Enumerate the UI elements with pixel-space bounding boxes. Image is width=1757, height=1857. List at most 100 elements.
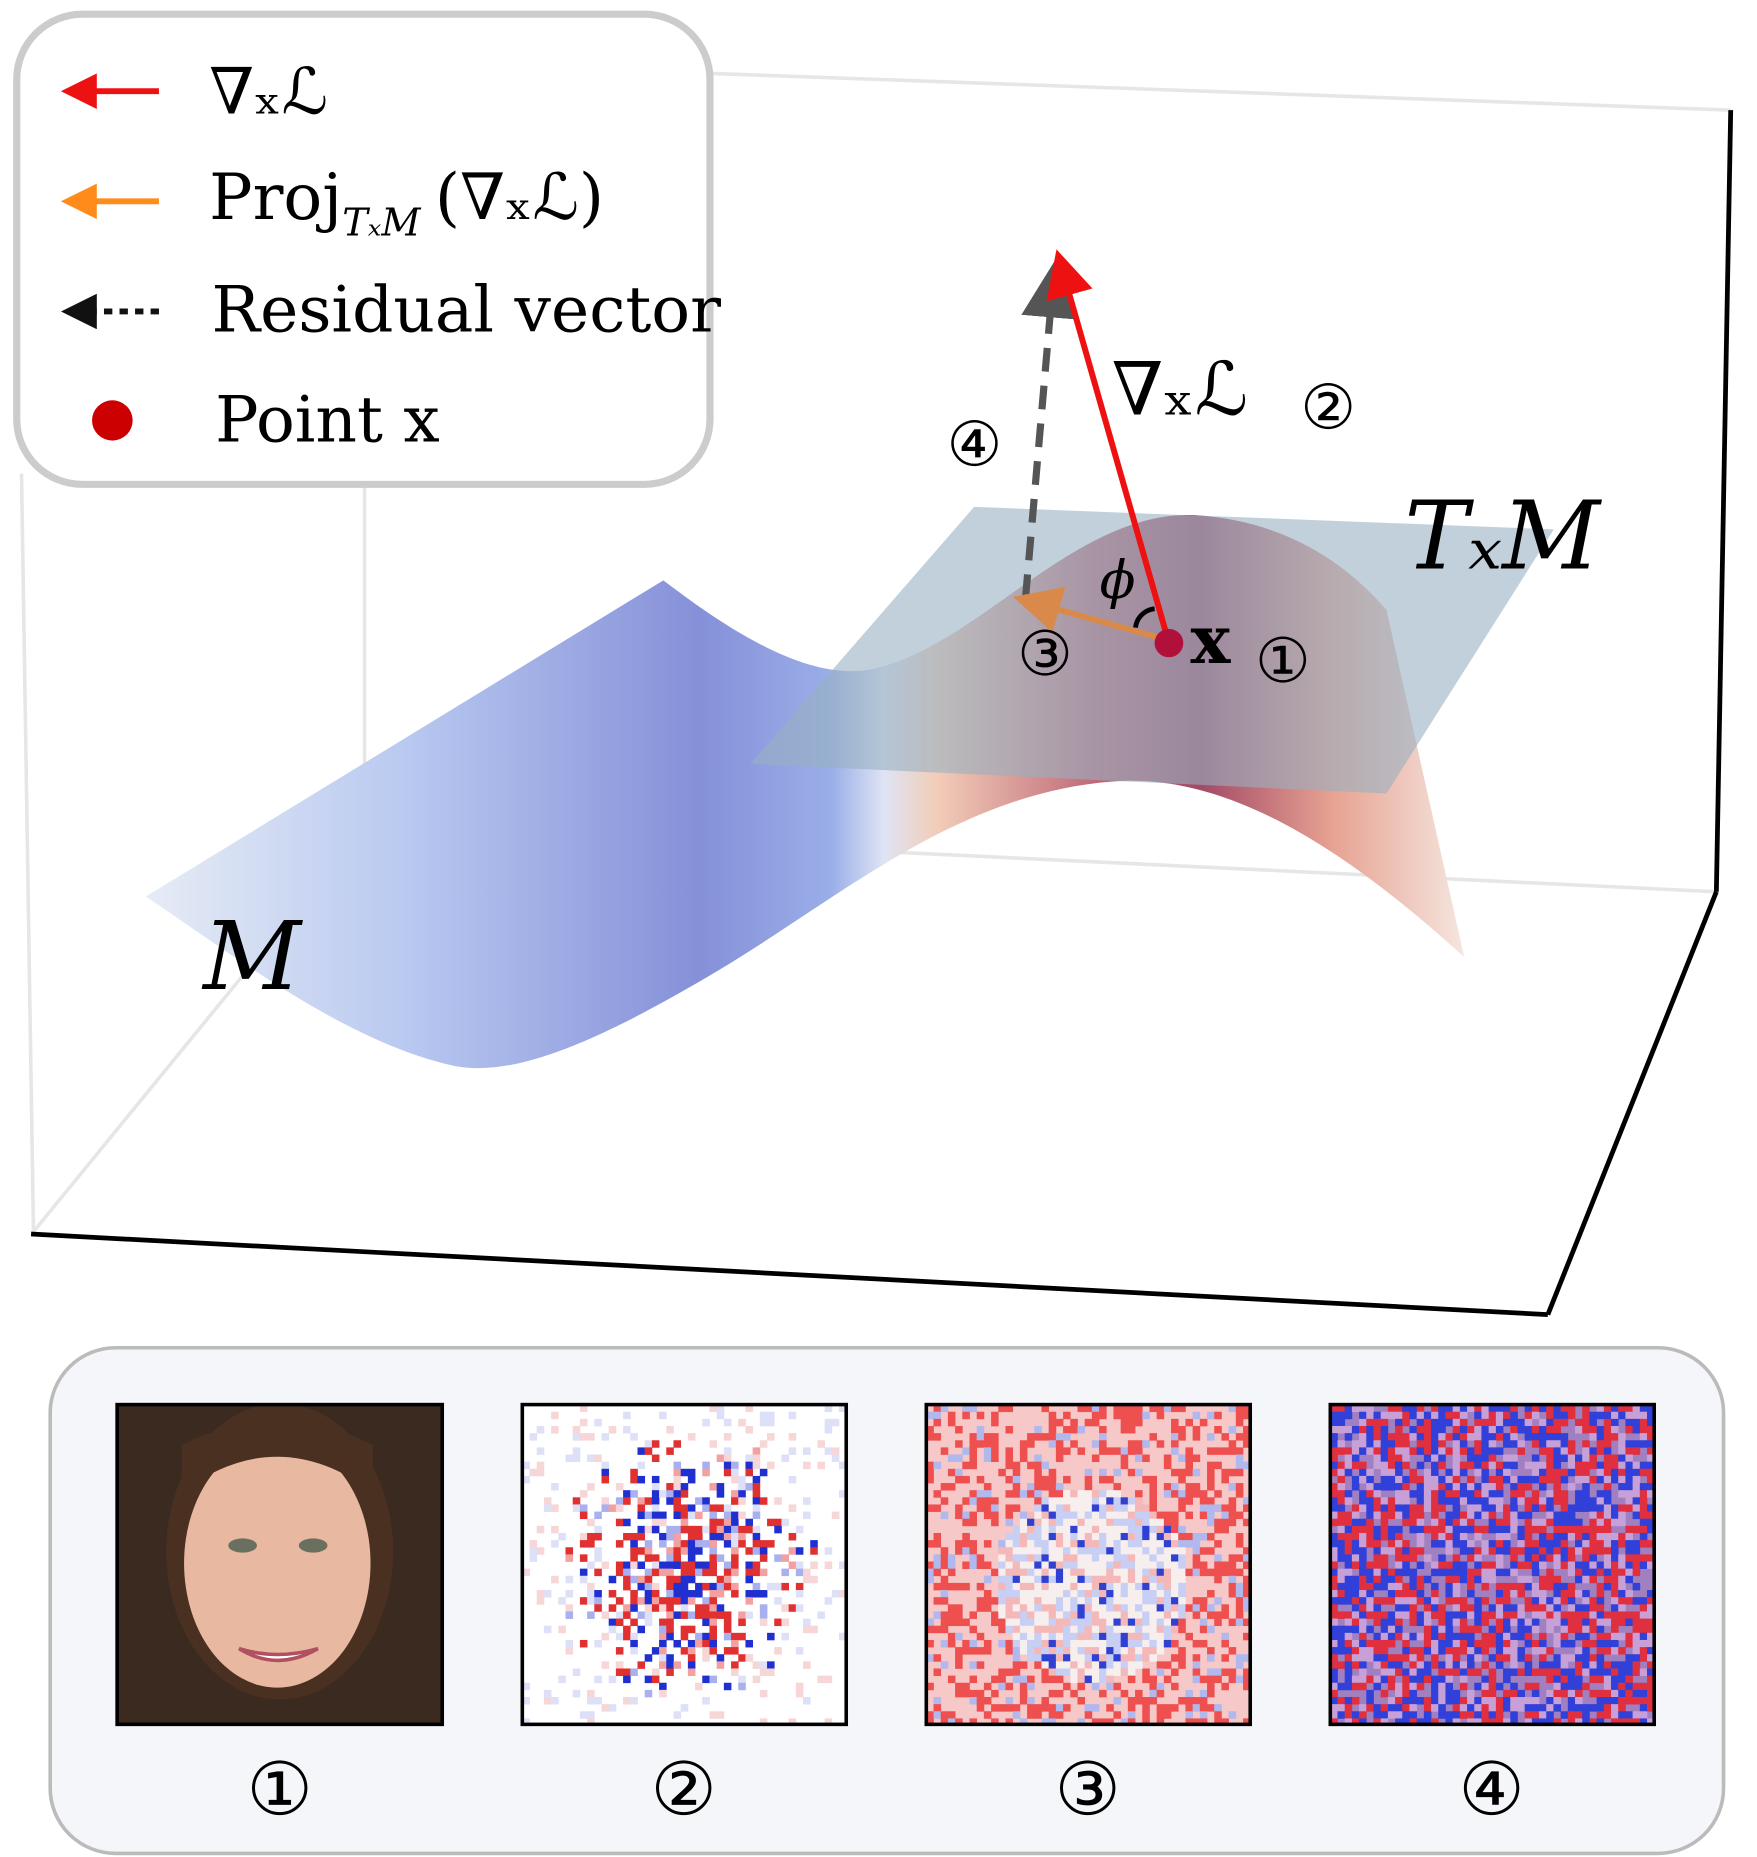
- noise-pixel: [1380, 1547, 1389, 1555]
- noise-pixel: [1539, 1661, 1547, 1669]
- noise-pixel: [651, 1504, 660, 1512]
- noise-pixel: [788, 1447, 797, 1455]
- noise-pixel: [1452, 1504, 1461, 1512]
- noise-pixel: [1481, 1661, 1490, 1669]
- noise-pixel: [709, 1525, 718, 1534]
- noise-pixel: [601, 1561, 610, 1569]
- noise-pixel: [1330, 1554, 1338, 1562]
- noise-pixel: [1373, 1447, 1382, 1455]
- noise-pixel: [1575, 1654, 1583, 1662]
- noise-pixel: [1560, 1440, 1569, 1448]
- noise-pixel: [1524, 1575, 1533, 1584]
- noise-pixel: [1077, 1582, 1086, 1591]
- noise-pixel: [1063, 1497, 1071, 1505]
- noise-pixel: [666, 1582, 674, 1591]
- noise-pixel: [1120, 1554, 1129, 1562]
- noise-pixel: [687, 1525, 696, 1534]
- noise-pixel: [976, 1697, 985, 1705]
- noise-pixel: [1611, 1532, 1619, 1541]
- noise-pixel: [1567, 1483, 1576, 1491]
- noise-pixel: [1330, 1411, 1338, 1420]
- noise-pixel: [1438, 1540, 1446, 1548]
- noise-pixel: [1099, 1540, 1107, 1548]
- noise-pixel: [1199, 1718, 1208, 1726]
- noise-pixel: [1481, 1611, 1490, 1619]
- noise-pixel: [1099, 1404, 1107, 1413]
- noise-pixel: [623, 1675, 631, 1684]
- noise-pixel: [1438, 1554, 1446, 1562]
- noise-pixel: [1366, 1468, 1374, 1477]
- noise-pixel: [1431, 1454, 1439, 1463]
- noise-pixel: [1055, 1675, 1064, 1684]
- noise-pixel: [1510, 1411, 1518, 1420]
- noise-pixel: [1539, 1447, 1547, 1455]
- noise-pixel: [1171, 1554, 1179, 1562]
- noise-pixel: [1495, 1661, 1504, 1669]
- noise-pixel: [1113, 1632, 1122, 1641]
- noise-pixel: [1409, 1490, 1418, 1498]
- noise-pixel: [1438, 1604, 1446, 1612]
- noise-pixel: [1034, 1654, 1042, 1662]
- noise-pixel: [1402, 1647, 1410, 1655]
- noise-pixel: [536, 1468, 545, 1477]
- noise-pixel: [1524, 1511, 1533, 1520]
- noise-pixel: [1163, 1618, 1172, 1627]
- noise-pixel: [1495, 1718, 1504, 1726]
- noise-pixel: [673, 1590, 682, 1598]
- noise-pixel: [955, 1689, 963, 1698]
- noise-pixel: [1495, 1461, 1504, 1470]
- noise-pixel: [1149, 1518, 1158, 1527]
- noise-pixel: [1445, 1411, 1454, 1420]
- noise-pixel: [1553, 1525, 1561, 1534]
- noise-pixel: [1351, 1654, 1360, 1662]
- noise-pixel: [1611, 1639, 1619, 1648]
- noise-pixel: [1488, 1711, 1497, 1719]
- noise-pixel: [1034, 1433, 1042, 1441]
- noise-pixel: [1409, 1590, 1418, 1598]
- noise-pixel: [752, 1454, 761, 1463]
- noise-pixel: [1488, 1433, 1497, 1441]
- noise-pixel: [933, 1504, 942, 1512]
- noise-pixel: [630, 1433, 638, 1441]
- noise-pixel: [1337, 1632, 1346, 1641]
- noise-pixel: [1618, 1404, 1626, 1413]
- noise-pixel: [1351, 1554, 1360, 1562]
- noise-pixel: [1539, 1554, 1547, 1562]
- noise-pixel: [579, 1575, 588, 1584]
- noise-pixel: [745, 1590, 754, 1598]
- noise-pixel: [1503, 1618, 1511, 1627]
- noise-pixel: [1567, 1447, 1576, 1455]
- noise-pixel: [1012, 1625, 1021, 1634]
- noise-pixel: [1135, 1604, 1143, 1612]
- noise-pixel: [1546, 1468, 1554, 1477]
- noise-pixel: [1127, 1518, 1136, 1527]
- noise-pixel: [1171, 1597, 1179, 1605]
- noise-pixel: [1632, 1475, 1641, 1484]
- noise-pixel: [1070, 1511, 1078, 1520]
- noise-pixel: [731, 1461, 739, 1470]
- noise-pixel: [1019, 1697, 1028, 1705]
- noise-pixel: [1113, 1561, 1122, 1569]
- noise-pixel: [1373, 1504, 1382, 1512]
- noise-pixel: [1214, 1575, 1222, 1584]
- noise-pixel: [1510, 1611, 1518, 1619]
- noise-pixel: [1214, 1490, 1222, 1498]
- noise-pixel: [1077, 1511, 1086, 1520]
- noise-pixel: [1207, 1604, 1215, 1612]
- noise-pixel: [1149, 1639, 1158, 1648]
- noise-pixel: [1063, 1554, 1071, 1562]
- noise-pixel: [522, 1568, 530, 1577]
- noise-pixel: [1359, 1568, 1367, 1577]
- noise-pixel: [1084, 1561, 1093, 1569]
- noise-pixel: [1207, 1647, 1215, 1655]
- noise-pixel: [1575, 1668, 1583, 1676]
- noise-pixel: [1611, 1454, 1619, 1463]
- noise-pixel: [1091, 1639, 1100, 1648]
- noise-pixel: [940, 1447, 949, 1455]
- noise-pixel: [659, 1561, 667, 1569]
- noise-pixel: [1474, 1447, 1482, 1455]
- noise-pixel: [623, 1582, 631, 1591]
- noise-pixel: [1452, 1540, 1461, 1548]
- noise-pixel: [1596, 1697, 1605, 1705]
- noise-pixel: [774, 1518, 782, 1527]
